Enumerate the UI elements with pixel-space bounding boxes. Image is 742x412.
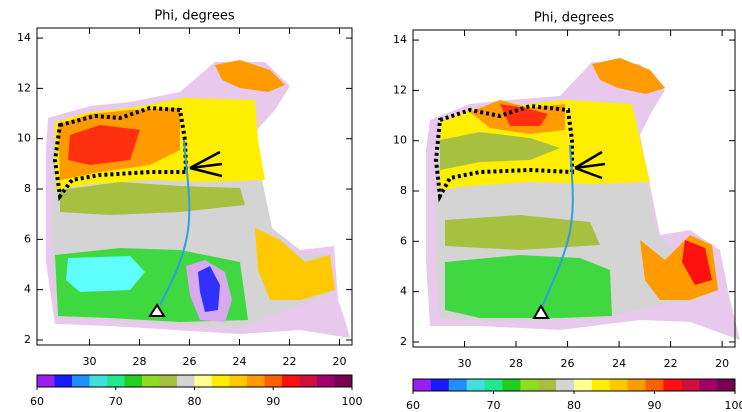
triangle-marker [532,304,550,319]
colorbar-tick-label: 60 [406,399,420,412]
region-blue [198,266,220,312]
triangle-marker [148,303,166,317]
colorbar-swatch [448,379,468,391]
colorbar-swatch [609,379,629,391]
region-east-red [682,240,712,285]
region-red [500,104,548,126]
y-tick-label: 4 [24,283,31,296]
y-tick-label: 6 [24,232,31,245]
river [541,144,574,309]
colorbar-swatch [334,375,353,387]
arrow [574,150,606,180]
y-tick-label: 2 [400,335,407,348]
colorbar-swatch [520,379,539,391]
colorbar-tick-label: 90 [648,399,662,412]
colorbar-tick-label: 80 [188,395,202,408]
colorbar-swatch [430,379,450,391]
colorbar-swatch [247,375,265,387]
colorbar-swatch [413,379,432,391]
region-olive [440,132,560,170]
y-tick-label: 10 [17,132,31,145]
colorbar-swatch [538,379,557,391]
region-green [445,255,612,318]
region-cyan [66,256,145,292]
colorbar-swatch [229,375,248,387]
colorbar-tick-label: 100 [342,395,363,408]
colorbar-swatch [699,379,718,391]
colorbar-swatch [212,375,230,387]
colorbar-swatch [484,379,503,391]
colorbar-swatch [502,379,521,391]
y-tick-label: 10 [393,134,407,147]
dotted-outline [52,105,189,202]
colorbar-swatch [142,375,160,387]
colorbar-swatch [89,375,108,387]
x-tick-label: 24 [612,357,626,370]
colorbar-swatch [124,375,143,387]
colorbar-swatch [645,379,664,391]
map-panel-2 [426,58,740,340]
colorbar-swatch [299,375,318,387]
x-tick-label: 26 [183,355,197,368]
colorbar-swatch [159,375,178,387]
colorbar-swatch [54,375,73,387]
colorbar-swatch [177,375,195,387]
y-tick-label: 6 [400,234,407,247]
arrow [189,150,223,178]
y-tick-label: 14 [393,33,407,46]
region-olive-2 [445,215,600,250]
region-ne [215,60,285,92]
colorbar-tick-label: 60 [30,395,44,408]
x-tick-label: 30 [83,355,97,368]
chart-title: Phi, degrees [534,11,615,26]
x-tick-label: 26 [561,357,575,370]
colorbar-swatch [282,375,300,387]
x-tick-label: 24 [233,355,247,368]
colorbar-swatch [37,375,55,387]
x-tick-label: 22 [664,357,678,370]
y-tick-label: 2 [24,333,31,346]
colorbar-swatch [681,379,700,391]
x-tick-label: 22 [283,355,297,368]
colorbar-swatch [264,375,283,387]
region-ne [592,58,665,94]
colorbar-tick-label: 70 [487,399,501,412]
plot-frame [36,27,353,346]
colorbar-swatch [194,375,213,387]
chart-title: Phi, degrees [154,9,235,24]
region-red [68,125,140,165]
x-tick-label: 20 [715,357,729,370]
x-tick-label: 30 [458,357,472,370]
x-tick-label: 20 [333,355,347,368]
colorbar-tick-label: 100 [725,399,742,412]
colorbar-swatch [627,379,647,391]
region-east [255,228,335,300]
colorbar-tick-label: 80 [567,399,581,412]
colorbar-swatch [107,375,125,387]
colorbar-swatch [466,379,486,391]
y-tick-label: 12 [17,81,31,94]
y-tick-label: 4 [400,285,407,298]
y-tick-label: 14 [17,31,31,44]
map-panel-1 [46,60,350,338]
plot-frame [412,29,736,348]
x-tick-label: 28 [509,357,523,370]
region-olive [60,182,245,215]
colorbar-swatch [574,379,593,391]
colorbar-swatch [663,379,682,391]
river [159,139,191,306]
y-tick-label: 12 [393,83,407,96]
x-tick-label: 28 [133,355,147,368]
colorbar-swatch [556,379,575,391]
colorbar-swatch [717,379,736,391]
colorbar-tick-label: 90 [266,395,280,408]
colorbar-swatch [317,375,335,387]
colorbar-swatch [591,379,611,391]
colorbar-swatch [72,375,90,387]
colorbar-tick-label: 70 [109,395,123,408]
y-tick-label: 8 [400,184,407,197]
y-tick-label: 8 [24,182,31,195]
